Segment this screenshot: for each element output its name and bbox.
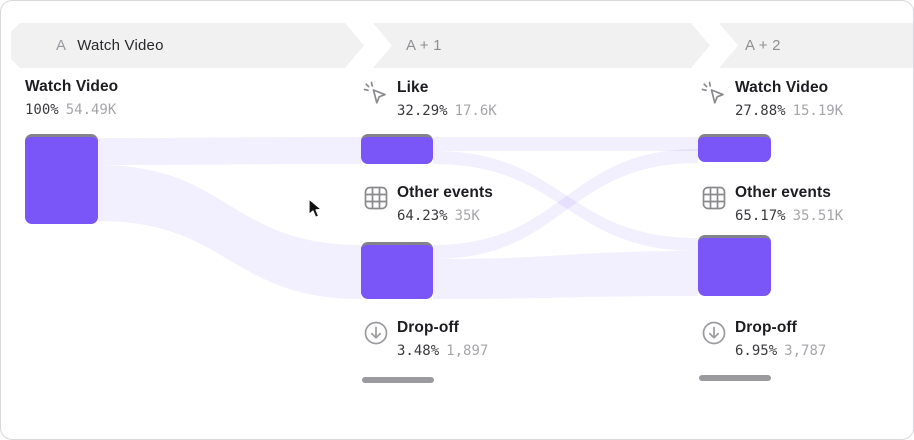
step-label: Watch Video [77, 37, 164, 54]
node-count: 17.6K [454, 103, 497, 119]
node-percent: 27.88% [735, 103, 786, 119]
node-percent: 65.17% [735, 208, 786, 224]
click-icon [362, 80, 389, 107]
step-label: A + 2 [745, 37, 781, 54]
node-watchvideo-step2[interactable] [698, 134, 771, 162]
grid-icon [700, 185, 727, 211]
node-percent: 100% [25, 102, 59, 118]
dropoff-icon [362, 320, 389, 346]
mouse-cursor [308, 198, 322, 218]
node-label-otherevents-step2[interactable]: Other events 65.17% 35.51K [700, 185, 843, 223]
node-count: 35.51K [792, 208, 844, 224]
click-icon [700, 80, 727, 107]
grid-icon [362, 185, 389, 211]
dropoff-bar-step1[interactable] [362, 377, 434, 383]
node-title: Drop-off [397, 319, 459, 336]
flow-otherevents-to-otherevents2[interactable] [433, 251, 698, 299]
node-percent: 3.48% [397, 343, 440, 359]
node-watchvideo-step0[interactable] [25, 134, 98, 224]
node-title: Drop-off [735, 319, 797, 336]
node-otherevents-step1[interactable] [361, 242, 433, 299]
node-otherevents-step2[interactable] [698, 235, 771, 296]
node-count: 35K [454, 208, 480, 224]
step-header-a[interactable]: A Watch Video [11, 23, 364, 68]
node-label-watchvideo-step2[interactable]: Watch Video 27.88% 15.19K [700, 80, 843, 118]
node-title: Watch Video [735, 79, 829, 96]
flow-otherevents-to-watchvideo2[interactable] [433, 149, 698, 259]
node-label-watchvideo-step0[interactable]: Watch Video 100% 54.49K [25, 78, 119, 118]
node-percent: 64.23% [397, 208, 448, 224]
node-label-otherevents-step1[interactable]: Other events 64.23% 35K [362, 185, 493, 223]
node-title: Other events [735, 184, 831, 201]
flow-watchvideo-to-otherevents[interactable] [98, 165, 361, 299]
step-header-a1[interactable]: A + 1 [373, 23, 710, 68]
node-label-dropoff-step1[interactable]: Drop-off 3.48% 1,897 [362, 320, 488, 358]
node-label-dropoff-step2[interactable]: Drop-off 6.95% 3,787 [700, 320, 826, 358]
node-count: 54.49K [65, 102, 117, 118]
node-label-like[interactable]: Like 32.29% 17.6K [362, 80, 497, 118]
node-count: 3,787 [784, 343, 827, 359]
node-count: 1,897 [446, 343, 489, 359]
dropoff-bar-step2[interactable] [699, 375, 771, 381]
flow-watchvideo-to-like[interactable] [98, 137, 361, 165]
node-title: Other events [397, 184, 493, 201]
flow-like-to-watchvideo2[interactable] [433, 137, 698, 151]
step-label: A + 1 [406, 37, 442, 54]
node-percent: 32.29% [397, 103, 448, 119]
node-count: 15.19K [792, 103, 844, 119]
node-title: Watch Video [25, 78, 119, 95]
step-badge: A [56, 37, 67, 54]
node-like-step1[interactable] [361, 134, 433, 164]
node-percent: 6.95% [735, 343, 778, 359]
node-title: Like [397, 79, 429, 96]
dropoff-icon [700, 320, 727, 346]
step-header-a2[interactable]: A + 2 [719, 23, 913, 68]
flow-like-to-otherevents2[interactable] [433, 151, 698, 251]
